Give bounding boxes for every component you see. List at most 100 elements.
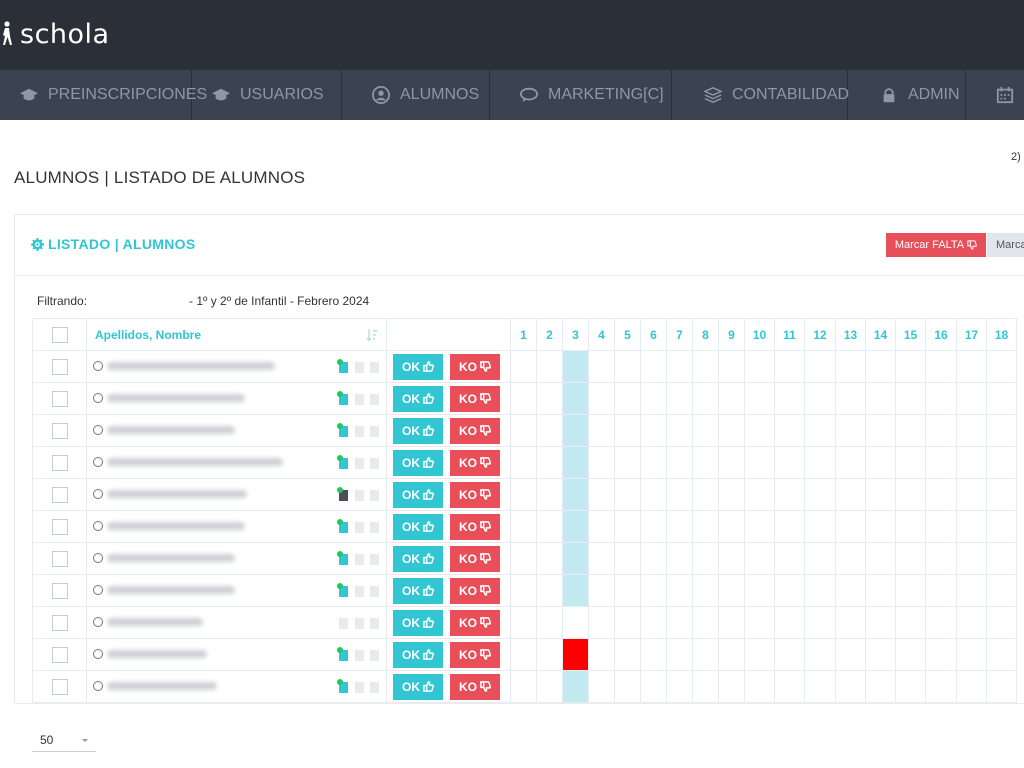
day-cell-13[interactable] [835,606,866,639]
day-cell-12[interactable] [804,638,836,671]
radio-icon[interactable] [93,425,103,435]
day-cell-14[interactable] [865,574,896,607]
day-cell-12[interactable] [804,414,836,447]
day-cell-2[interactable] [536,414,563,447]
day-cell-15[interactable] [895,382,926,415]
day-cell-8[interactable] [692,670,719,703]
day-cell-11[interactable] [774,510,805,543]
day-cell-9[interactable] [718,574,745,607]
day-cell-3[interactable] [562,510,589,543]
day-cell-7[interactable] [666,478,693,511]
day-cell-7[interactable] [666,446,693,479]
day-cell-8[interactable] [692,510,719,543]
day-cell-1[interactable] [510,638,537,671]
day-cell-18[interactable] [986,510,1017,543]
nav-item-alumnos[interactable]: ALUMNOS [342,70,490,120]
document-status-icon[interactable] [337,615,385,631]
day-cell-2[interactable] [536,510,563,543]
radio-icon[interactable] [93,489,103,499]
mark-absent-button[interactable]: KO [450,609,500,636]
mark-present-button[interactable]: OK [393,417,443,444]
day-cell-15[interactable] [895,542,926,575]
day-cell-3[interactable] [562,574,589,607]
day-cell-11[interactable] [774,382,805,415]
day-cell-4[interactable] [588,350,615,383]
nav-item-contabilidad[interactable]: CONTABILIDAD [672,70,849,120]
day-cell-5[interactable] [614,638,641,671]
day-cell-13[interactable] [835,446,866,479]
day-cell-14[interactable] [865,350,896,383]
radio-icon[interactable] [93,361,103,371]
day-cell-11[interactable] [774,574,805,607]
document-status-icon[interactable] [337,455,385,471]
day-cell-17[interactable] [956,382,987,415]
day-cell-17[interactable] [956,478,987,511]
day-cell-16[interactable] [925,414,957,447]
day-cell-11[interactable] [774,638,805,671]
day-cell-15[interactable] [895,446,926,479]
mark-present-button[interactable]: OK [393,513,443,540]
day-cell-17[interactable] [956,542,987,575]
day-cell-14[interactable] [865,670,896,703]
day-cell-8[interactable] [692,574,719,607]
sort-icon[interactable] [366,328,378,342]
day-cell-17[interactable] [956,574,987,607]
day-cell-14[interactable] [865,414,896,447]
mark-absent-button[interactable]: KO [450,353,500,380]
day-cell-2[interactable] [536,670,563,703]
day-cell-6[interactable] [640,478,667,511]
day-cell-8[interactable] [692,414,719,447]
day-cell-12[interactable] [804,574,836,607]
day-cell-4[interactable] [588,574,615,607]
mark-present-button[interactable]: OK [393,577,443,604]
day-cell-13[interactable] [835,670,866,703]
day-cell-9[interactable] [718,350,745,383]
day-cell-17[interactable] [956,670,987,703]
day-cell-16[interactable] [925,574,957,607]
day-cell-8[interactable] [692,350,719,383]
row-checkbox[interactable] [51,678,68,695]
row-checkbox[interactable] [51,550,68,567]
nav-item-admin[interactable]: ADMIN [848,70,966,120]
day-cell-10[interactable] [744,446,775,479]
day-cell-16[interactable] [925,510,957,543]
day-cell-7[interactable] [666,542,693,575]
page-size-select[interactable]: 50 [32,728,96,752]
day-cell-5[interactable] [614,414,641,447]
nav-item-calendar[interactable] [966,70,1024,120]
day-cell-4[interactable] [588,670,615,703]
day-cell-10[interactable] [744,638,775,671]
day-cell-4[interactable] [588,542,615,575]
day-cell-5[interactable] [614,574,641,607]
day-cell-14[interactable] [865,510,896,543]
row-checkbox[interactable] [51,486,68,503]
day-cell-10[interactable] [744,478,775,511]
day-cell-18[interactable] [986,478,1017,511]
row-checkbox[interactable] [51,454,68,471]
radio-icon[interactable] [93,681,103,691]
day-cell-13[interactable] [835,382,866,415]
day-cell-13[interactable] [835,638,866,671]
mark-present-button[interactable]: OK [393,385,443,412]
day-cell-16[interactable] [925,382,957,415]
day-cell-14[interactable] [865,542,896,575]
mark-absent-button[interactable]: KO [450,641,500,668]
day-cell-1[interactable] [510,446,537,479]
day-cell-2[interactable] [536,478,563,511]
day-cell-1[interactable] [510,606,537,639]
day-cell-15[interactable] [895,670,926,703]
day-cell-17[interactable] [956,606,987,639]
day-cell-15[interactable] [895,414,926,447]
mark-present-button[interactable]: OK [393,673,443,700]
day-cell-4[interactable] [588,510,615,543]
day-cell-18[interactable] [986,542,1017,575]
mark-absent-button[interactable]: KO [450,673,500,700]
day-cell-17[interactable] [956,446,987,479]
day-cell-14[interactable] [865,446,896,479]
day-cell-9[interactable] [718,606,745,639]
day-cell-2[interactable] [536,542,563,575]
day-cell-4[interactable] [588,606,615,639]
day-cell-2[interactable] [536,350,563,383]
day-cell-9[interactable] [718,446,745,479]
day-cell-14[interactable] [865,638,896,671]
